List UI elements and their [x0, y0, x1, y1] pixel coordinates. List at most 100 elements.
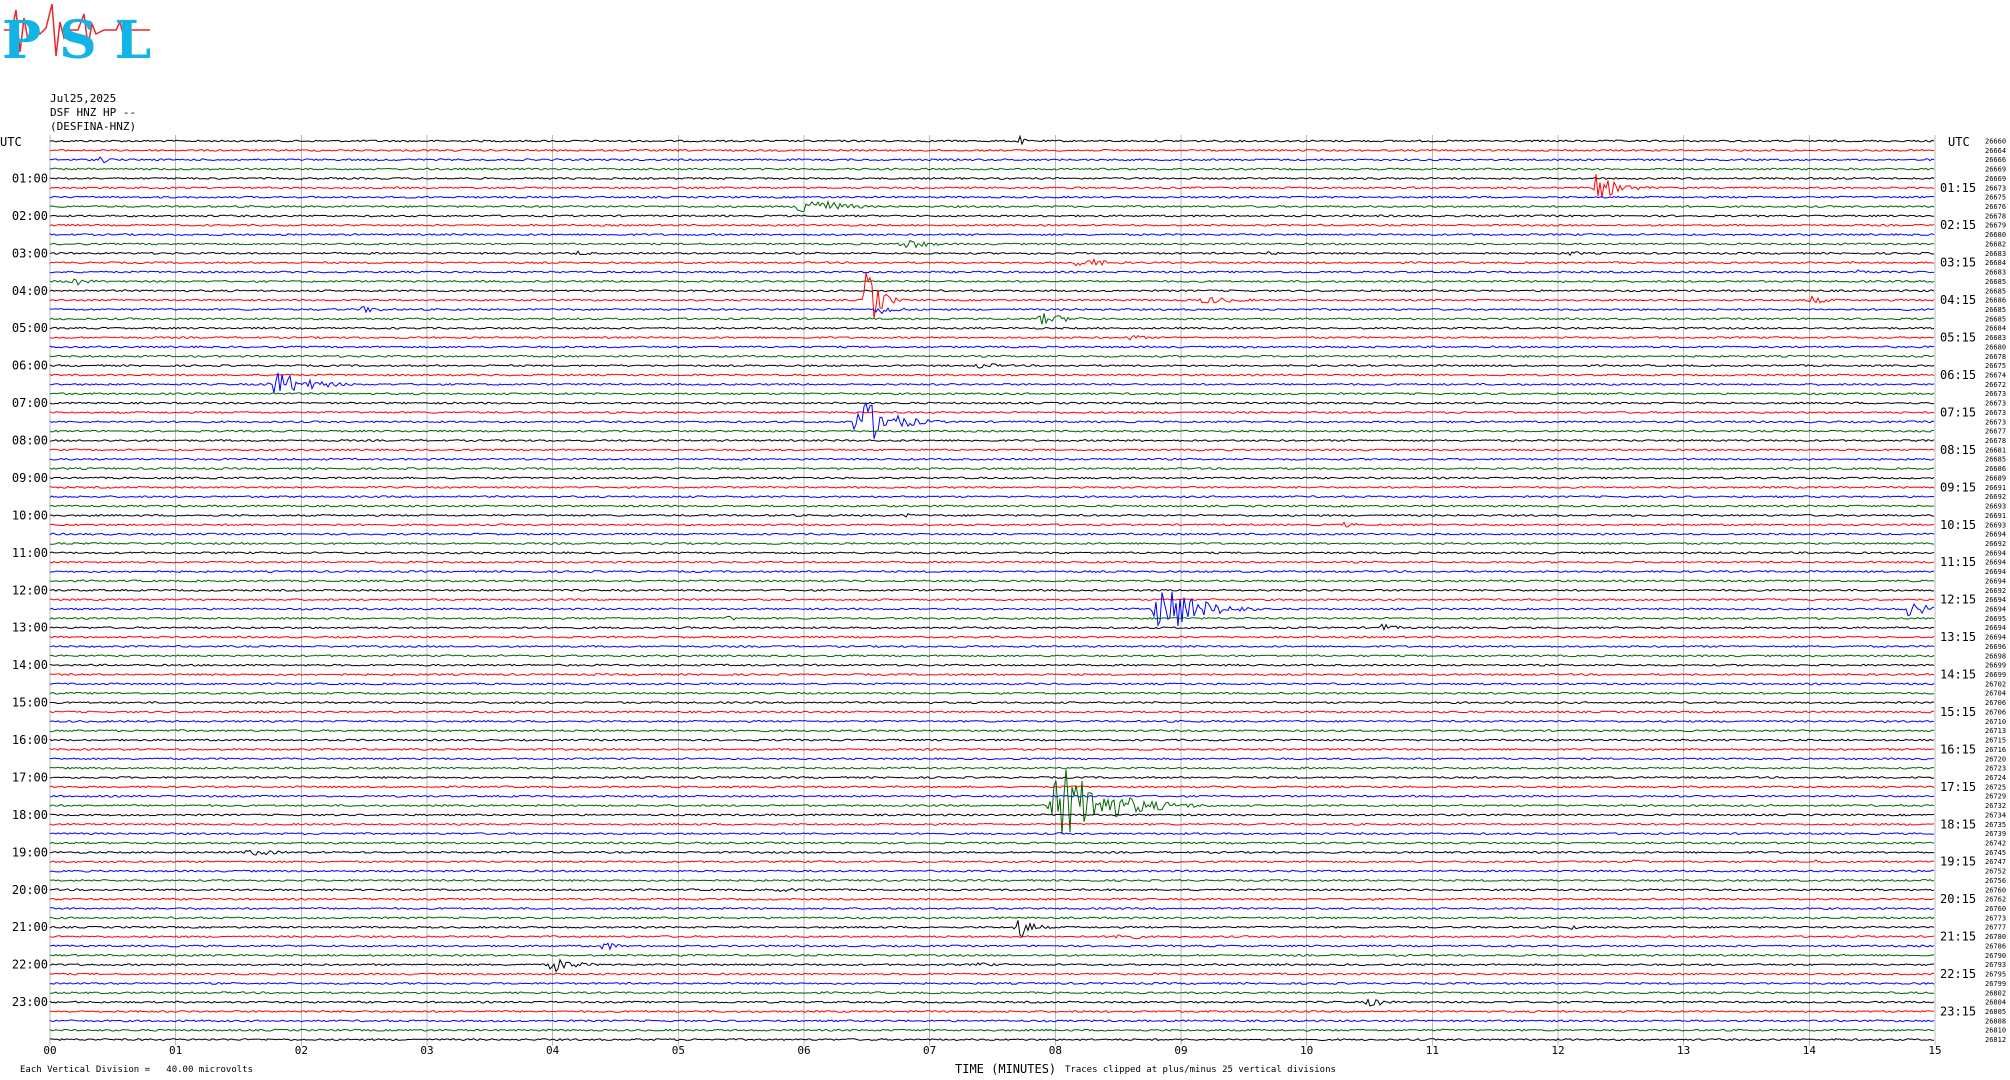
trace-value-label: 26694	[1985, 596, 2006, 604]
trace-row-66	[49, 757, 1935, 761]
trace-value-label: 26686	[1985, 297, 2006, 305]
left-time-label: 19:00	[12, 845, 48, 859]
trace-row-11	[49, 239, 1934, 249]
right-time-label: 16:15	[1940, 742, 1976, 756]
right-time-label: 18:15	[1940, 817, 1976, 831]
trace-row-34	[49, 457, 1935, 461]
trace-value-label: 26756	[1985, 877, 2006, 885]
trace-row-21	[49, 334, 1935, 341]
x-tick-label-02: 02	[295, 1044, 308, 1057]
left-time-label: 13:00	[12, 621, 48, 635]
header-station: (DESFINA-HNZ)	[50, 120, 137, 133]
trace-row-37	[49, 485, 1935, 489]
trace-value-label: 26669	[1985, 175, 2006, 183]
trace-row-19	[49, 313, 1935, 325]
trace-row-61	[49, 710, 1935, 714]
trace-row-62	[49, 719, 1935, 723]
trace-value-label: 26674	[1985, 372, 2006, 380]
trace-row-54	[49, 644, 1935, 648]
right-time-label: 06:15	[1940, 368, 1976, 382]
trace-row-8	[49, 214, 1935, 218]
trace-value-label: 26694	[1985, 531, 2006, 539]
right-time-label: 11:15	[1940, 555, 1976, 569]
trace-row-36	[49, 476, 1935, 480]
trace-row-95	[49, 1028, 1935, 1032]
trace-value-label: 26685	[1985, 315, 2006, 323]
trace-value-label: 26686	[1985, 465, 2006, 473]
left-time-label: 04:00	[12, 284, 48, 298]
x-tick-label-12: 12	[1551, 1044, 1564, 1057]
trace-row-55	[49, 654, 1935, 658]
right-time-label: 09:15	[1940, 480, 1976, 494]
x-axis-title: TIME (MINUTES)	[955, 1062, 1057, 1076]
trace-value-label: 26685	[1985, 287, 2006, 295]
left-utc-label: UTC	[0, 135, 22, 149]
trace-row-38	[49, 495, 1935, 499]
trace-row-93	[49, 1009, 1935, 1013]
header-date: Jul25,2025	[50, 92, 117, 105]
trace-row-44	[49, 551, 1935, 555]
trace-row-81	[49, 897, 1935, 901]
trace-value-label: 26734	[1985, 811, 2006, 819]
trace-row-63	[49, 729, 1935, 733]
trace-row-92	[49, 998, 1935, 1007]
trace-value-label: 26710	[1985, 718, 2006, 726]
trace-value-label: 26704	[1985, 690, 2006, 698]
trace-row-90	[49, 981, 1935, 985]
trace-row-85	[49, 934, 1935, 940]
trace-value-label: 26692	[1985, 540, 2006, 548]
trace-value-label: 26752	[1985, 868, 2006, 876]
trace-value-label: 26669	[1985, 166, 2006, 174]
trace-row-45	[49, 560, 1935, 564]
trace-row-13	[49, 258, 1935, 267]
trace-row-46	[49, 570, 1935, 574]
trace-row-31	[49, 429, 1935, 433]
left-time-label: 01:00	[12, 171, 48, 185]
left-time-label: 14:00	[12, 658, 48, 672]
trace-value-label: 26760	[1985, 886, 2006, 894]
trace-row-26	[49, 372, 1935, 393]
trace-value-label: 26793	[1985, 961, 2006, 969]
trace-value-label: 26808	[1985, 1017, 2006, 1025]
trace-row-79	[49, 878, 1935, 882]
trace-row-23	[49, 354, 1935, 358]
trace-value-label: 26678	[1985, 212, 2006, 220]
x-tick-label-08: 08	[1049, 1044, 1062, 1057]
x-tick-label-03: 03	[420, 1044, 433, 1057]
left-time-label: 15:00	[12, 696, 48, 710]
trace-value-label: 26685	[1985, 278, 2006, 286]
trace-row-10	[49, 233, 1935, 237]
trace-row-60	[49, 701, 1935, 705]
trace-row-86	[49, 942, 1935, 951]
trace-value-label: 26693	[1985, 503, 2006, 511]
trace-value-label: 26720	[1985, 755, 2006, 763]
trace-row-89	[49, 972, 1935, 976]
trace-value-label: 26684	[1985, 259, 2006, 267]
trace-value-label: 26698	[1985, 652, 2006, 660]
trace-row-96	[49, 1038, 1935, 1042]
trace-row-28	[49, 401, 1935, 405]
right-time-label: 13:15	[1940, 630, 1976, 644]
trace-value-label: 26676	[1985, 203, 2006, 211]
x-tick-label-06: 06	[797, 1044, 810, 1057]
trace-row-70	[49, 794, 1935, 798]
trace-value-label: 26810	[1985, 1027, 2006, 1035]
trace-row-12	[49, 250, 1935, 257]
trace-value-label: 26702	[1985, 680, 2006, 688]
trace-value-label: 26742	[1985, 840, 2006, 848]
trace-row-3	[49, 167, 1935, 171]
trace-value-label: 26699	[1985, 671, 2006, 679]
trace-row-7	[49, 199, 1935, 213]
trace-value-label: 26660	[1985, 138, 2006, 146]
x-tick-label-04: 04	[546, 1044, 560, 1057]
trace-value-label: 26692	[1985, 493, 2006, 501]
trace-row-88	[49, 958, 1935, 973]
trace-value-label: 26694	[1985, 568, 2006, 576]
trace-row-20	[49, 326, 1935, 330]
right-time-label: 02:15	[1940, 218, 1976, 232]
trace-row-80	[49, 887, 1935, 893]
trace-value-label: 26678	[1985, 353, 2006, 361]
trace-row-50	[49, 591, 1935, 628]
x-tick-label-15: 15	[1928, 1044, 1941, 1057]
trace-value-label: 26694	[1985, 606, 2006, 614]
